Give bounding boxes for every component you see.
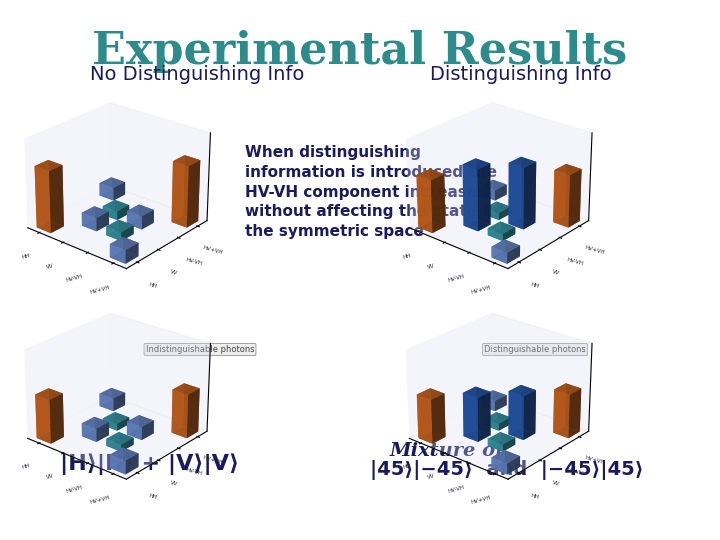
Text: |45⟩|−45⟩  and  |−45⟩|45⟩: |45⟩|−45⟩ and |−45⟩|45⟩	[370, 460, 644, 480]
Text: Distinguishable photons: Distinguishable photons	[484, 345, 586, 354]
Text: |H⟩|H⟩ + |V⟩|V⟩: |H⟩|H⟩ + |V⟩|V⟩	[60, 454, 239, 475]
Text: No Distinguishing Info: No Distinguishing Info	[90, 65, 305, 84]
Text: Distinguishing Info: Distinguishing Info	[430, 65, 611, 84]
Text: Indistinguishable photons: Indistinguishable photons	[145, 345, 254, 354]
Text: Mixture of: Mixture of	[390, 442, 505, 460]
Text: When distinguishing
information is introduced the
HV-VH component increases
with: When distinguishing information is intro…	[245, 145, 498, 239]
Text: Experimental Results: Experimental Results	[92, 30, 628, 73]
